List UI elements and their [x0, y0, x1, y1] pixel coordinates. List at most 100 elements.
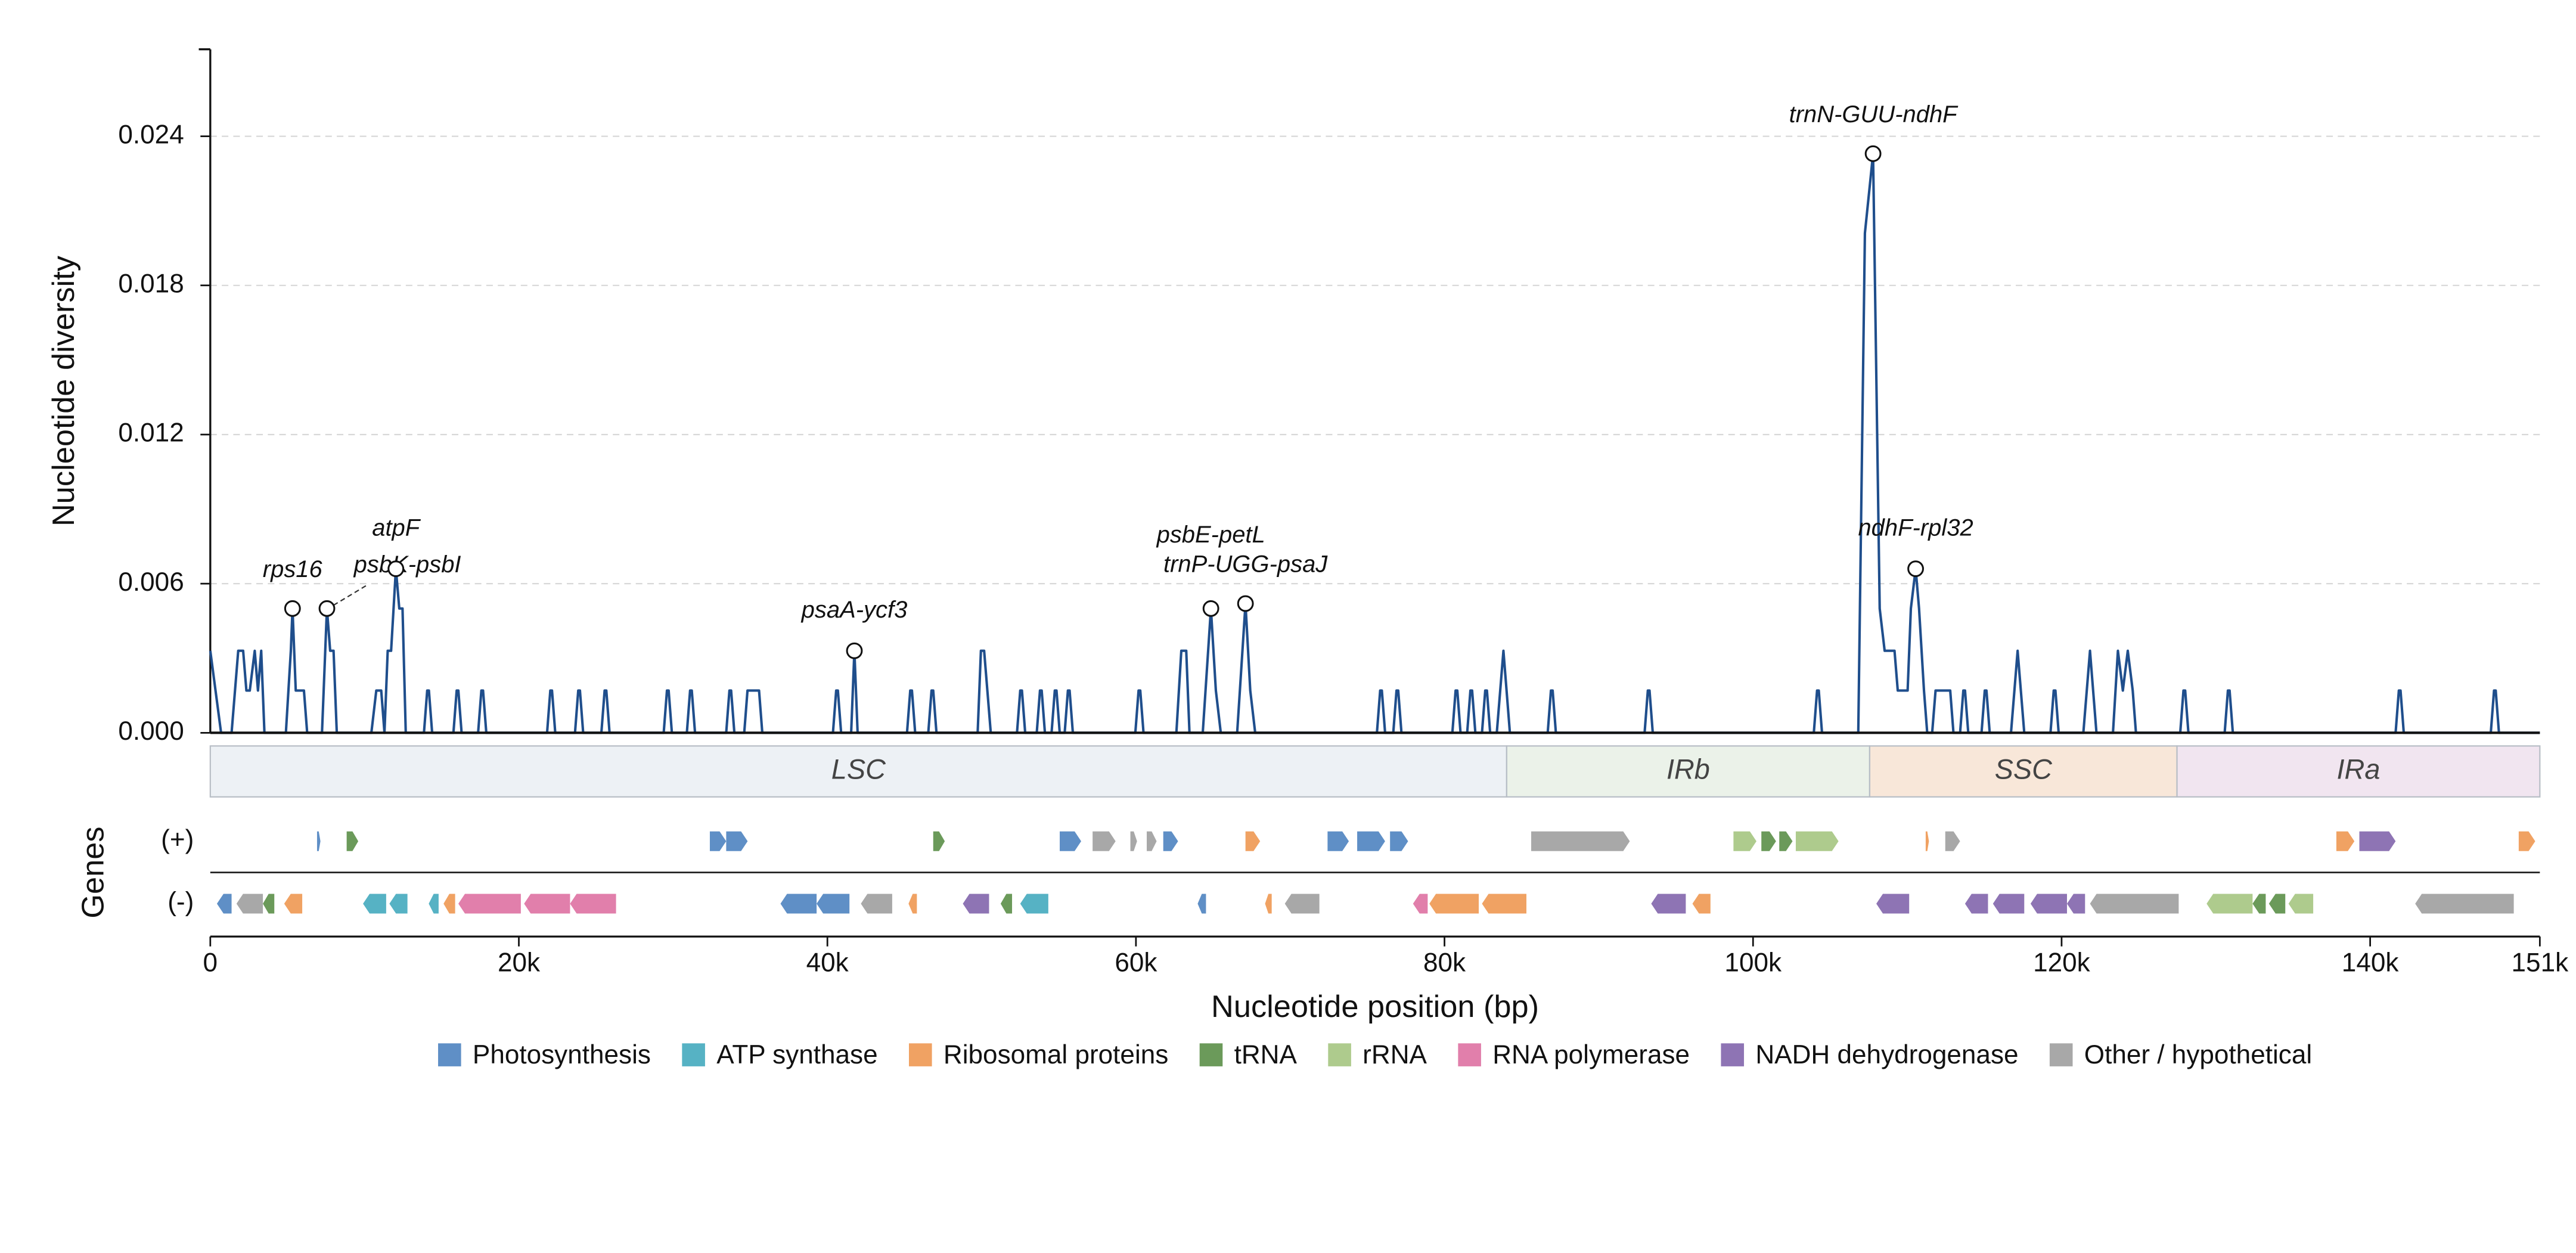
gene: [1000, 894, 1013, 914]
annotation-label: rps16: [263, 556, 323, 582]
gene: [1147, 831, 1157, 851]
annotation-marker: [1237, 595, 1254, 612]
y-axis-label: Nucleotide diversity: [46, 255, 81, 526]
gene: [458, 894, 521, 914]
gene: [1876, 894, 1910, 914]
gene: [861, 894, 892, 914]
region-band: [1869, 745, 2178, 798]
region-band: [1506, 745, 1871, 798]
gene: [1357, 831, 1385, 851]
y-tick-label: 0.024: [118, 120, 184, 149]
legend-label: ATP synthase: [716, 1040, 877, 1069]
gene: [216, 894, 232, 914]
annotation-label: trnN-GUU-ndhF: [1789, 101, 1959, 128]
legend-label: rRNA: [1363, 1040, 1427, 1069]
x-tick-label: 80k: [1423, 948, 1466, 978]
track-label: Genes: [76, 826, 111, 918]
annotation-label: psbK-psbI: [353, 551, 461, 578]
gene: [2359, 831, 2396, 851]
x-tick-label: 0: [203, 948, 218, 978]
region-label: IRb: [1666, 753, 1710, 784]
x-tick-label: 140k: [2342, 948, 2400, 978]
annotation-marker: [1864, 145, 1882, 162]
x-tick-label: 40k: [806, 948, 849, 978]
gene: [2206, 894, 2253, 914]
legend-swatch: [682, 1043, 705, 1066]
x-axis-label: Nucleotide position (bp): [1211, 990, 1539, 1024]
gene: [443, 894, 455, 914]
region-label: LSC: [831, 753, 886, 784]
x-tick-label: 100k: [1724, 948, 1782, 978]
x-tick-label: 20k: [498, 948, 541, 978]
legend-label: tRNA: [1234, 1040, 1298, 1069]
gene: [2336, 831, 2355, 851]
gene: [963, 894, 989, 914]
gene: [2415, 894, 2514, 914]
legend-label: RNA polymerase: [1492, 1040, 1690, 1069]
gene: [1093, 831, 1116, 851]
region-band: [209, 745, 1507, 798]
gene: [1945, 831, 1960, 851]
y-tick-label: 0.018: [118, 269, 184, 298]
gene: [2518, 831, 2535, 851]
annotation-marker: [318, 600, 336, 617]
gene: [1197, 894, 1206, 914]
gene: [1964, 894, 1988, 914]
gene: [1482, 894, 1527, 914]
gene: [780, 894, 817, 914]
gene: [1531, 831, 1630, 851]
gene: [1130, 831, 1137, 851]
gene: [2252, 894, 2266, 914]
annotation-marker: [1202, 600, 1219, 617]
gene: [2288, 894, 2314, 914]
diversity-line: [209, 152, 2540, 734]
region-label: SSC: [1995, 753, 2053, 784]
gene: [933, 831, 945, 851]
gene: [726, 831, 748, 851]
gene: [1413, 894, 1428, 914]
gene: [908, 894, 917, 914]
y-tick-label: 0.006: [118, 567, 184, 597]
gene: [1779, 831, 1793, 851]
strand-label: (-): [167, 888, 194, 917]
gene: [1925, 831, 1929, 851]
gene: [1327, 831, 1349, 851]
gene: [1245, 831, 1261, 851]
gene: [1020, 894, 1048, 914]
gene: [1992, 894, 2025, 914]
gene: [1265, 894, 1272, 914]
legend-label: Photosynthesis: [473, 1040, 651, 1069]
annotation-label: psbE-petL: [1156, 522, 1265, 548]
gene: [316, 831, 321, 851]
x-tick-label: 120k: [2033, 948, 2091, 978]
gene: [389, 894, 408, 914]
legend-swatch: [1199, 1043, 1223, 1066]
gene: [709, 831, 727, 851]
gene: [363, 894, 386, 914]
legend-swatch: [1721, 1043, 1745, 1066]
legend-swatch: [909, 1043, 932, 1066]
annotation-label: ndhF-rpl32: [1858, 515, 1973, 541]
y-tick-label: 0.012: [118, 418, 184, 448]
legend: Photosynthesis ATP synthase Ribosomal prot…: [438, 1040, 2312, 1069]
gene: [429, 894, 439, 914]
gene: [2090, 894, 2179, 914]
annotation-leader: [333, 585, 367, 606]
x-tick-label: 60k: [1115, 948, 1157, 978]
gene: [346, 831, 359, 851]
y-tick-label: 0.000: [118, 717, 184, 746]
legend-label: NADH dehydrogenase: [1755, 1040, 2018, 1069]
gene: [1733, 831, 1756, 851]
annotation-label: atpF: [372, 515, 421, 541]
gene: [1761, 831, 1776, 851]
legend-swatch: [438, 1043, 461, 1066]
x-tick-label: 151k: [2512, 948, 2569, 978]
annotation-marker: [284, 600, 301, 617]
gene: [1692, 894, 1711, 914]
gene: [2268, 894, 2286, 914]
annotation-marker: [1907, 560, 1924, 578]
gene: [817, 894, 850, 914]
region-band: [2176, 745, 2541, 798]
